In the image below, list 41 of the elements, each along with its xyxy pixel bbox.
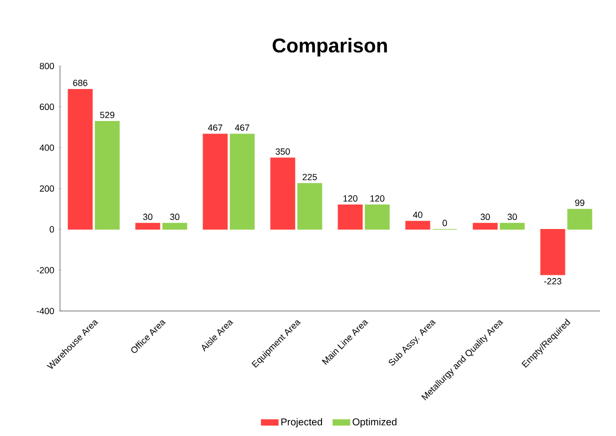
y-tick-label: 600: [40, 104, 54, 110]
data-label: 225: [302, 174, 317, 180]
data-label: 0: [442, 220, 447, 226]
data-label: 30: [480, 214, 490, 220]
legend-label: Optimized: [352, 418, 396, 428]
data-label: 30: [508, 214, 517, 220]
legend-label: Projected: [281, 418, 322, 428]
bar: [567, 208, 592, 230]
bar: [270, 158, 296, 230]
data-label: 467: [234, 124, 250, 131]
bar: [135, 222, 160, 230]
data-label: 686: [73, 80, 88, 86]
bar: [364, 204, 390, 230]
data-label: 120: [343, 195, 358, 202]
bar: [94, 121, 120, 230]
bar: [68, 88, 93, 230]
data-label: 120: [370, 195, 384, 202]
bar: [500, 222, 525, 230]
data-label: 30: [170, 214, 180, 220]
data-label: 467: [208, 124, 222, 131]
data-label: 529: [100, 112, 114, 118]
bar: [338, 204, 363, 230]
y-tick-label: -200: [36, 266, 54, 274]
y-tick-label: -400: [36, 308, 54, 314]
y-tick-label: 200: [40, 185, 54, 192]
bar: [162, 222, 188, 230]
bar: [472, 222, 498, 230]
bar: [230, 134, 255, 230]
data-label: 350: [276, 148, 290, 155]
bar: [540, 229, 566, 276]
data-label: 99: [575, 200, 584, 206]
bar: [297, 183, 322, 230]
chart-title: Comparison: [272, 38, 387, 57]
bar: [405, 220, 430, 230]
y-tick-label: 800: [40, 62, 54, 70]
y-tick-label: 0: [50, 226, 54, 233]
data-label: -223: [544, 278, 562, 284]
data-label: 30: [143, 214, 152, 220]
bar: [202, 134, 228, 230]
data-label: 40: [412, 212, 422, 218]
y-tick-label: 400: [40, 144, 54, 151]
